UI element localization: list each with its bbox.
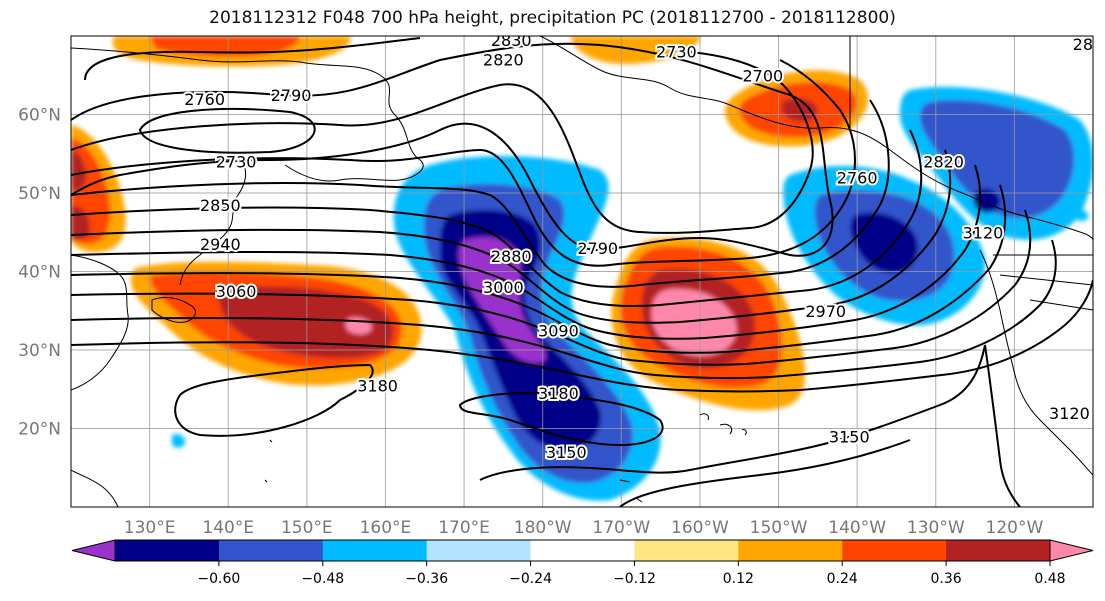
contour-label: 2970 <box>805 302 846 321</box>
positive-anomaly-top <box>112 36 700 67</box>
map-frame <box>70 35 1094 508</box>
contour-label: 2880 <box>491 247 532 266</box>
contour-label: 2730 <box>656 43 697 62</box>
colorbar-bin <box>322 540 428 561</box>
latitude-labels: 60°N 50°N 40°N 30°N 20°N <box>18 106 61 440</box>
contour-label: 3060 <box>216 282 257 301</box>
colorbar-bin <box>426 540 532 561</box>
contour-label: 3180 <box>357 376 398 395</box>
longitude-label: 150°W <box>750 518 808 538</box>
colorbar: −0.60 −0.48 −0.36 −0.24 −0.12 0.12 0.24 0.36 0.4… <box>71 539 1094 587</box>
contour-label: 2760 <box>837 168 878 187</box>
height-contours <box>71 37 1093 507</box>
latitude-label: 40°N <box>18 263 61 283</box>
colorbar-extend-max <box>1049 539 1094 562</box>
latitude-label: 60°N <box>18 106 61 126</box>
latitude-label: 30°N <box>18 341 61 361</box>
longitude-labels: 130°E 140°E 150°E 160°E 170°E 180°W 170°W 160°W… <box>124 518 1044 538</box>
longitude-label: 180°W <box>514 518 572 538</box>
colorbar-tick-label: 0.24 <box>827 571 858 587</box>
colorbar-tick-label: 0.12 <box>723 571 754 587</box>
colorbar-bin <box>946 540 1051 561</box>
graticule <box>71 36 1093 507</box>
longitude-label: 170°W <box>592 518 650 538</box>
longitude-label: 120°W <box>986 518 1044 538</box>
contour-label: 2830 <box>491 31 532 50</box>
longitude-label: 140°W <box>828 518 886 538</box>
contour-label: 2790 <box>577 239 618 258</box>
contour-label: 3120 <box>1049 404 1090 423</box>
colorbar-frame <box>114 539 1051 562</box>
contour-label: 2820 <box>483 51 524 70</box>
colorbar-bin <box>634 540 739 561</box>
contour-label: 2820 <box>923 153 964 172</box>
colorbar-tick-label: −0.24 <box>509 571 552 587</box>
contour-label: 3150 <box>546 443 587 462</box>
longitude-label: 140°E <box>202 518 254 538</box>
longitude-label: 130°W <box>907 518 965 538</box>
contour-label: 2940 <box>200 235 241 254</box>
contour-label: 3090 <box>538 321 579 340</box>
contour-label: 2790 <box>271 86 312 105</box>
contour-label: 2760 <box>184 90 225 109</box>
contour-label: 3000 <box>483 278 524 297</box>
contour-label: 2730 <box>216 153 257 172</box>
longitude-label: 170°E <box>438 518 490 538</box>
contour-label: 2700 <box>742 66 783 85</box>
colorbar-bin <box>738 540 843 561</box>
negative-anomaly-east <box>783 86 1093 326</box>
colorbar-tick-label: −0.60 <box>197 571 240 587</box>
negative-anomaly-small <box>172 209 1089 448</box>
negative-anomaly-central <box>393 155 661 501</box>
latitude-label: 50°N <box>18 184 61 204</box>
longitude-label: 160°W <box>671 518 729 538</box>
contour-label: 3120 <box>963 223 1004 242</box>
colorbar-bin <box>218 540 324 561</box>
longitude-label: 150°E <box>281 518 333 538</box>
longitude-label: 130°E <box>124 518 176 538</box>
positive-anomaly-japan <box>130 261 422 386</box>
contour-label: 2820 <box>1073 35 1105 54</box>
colorbar-tick-label: 0.36 <box>931 571 962 587</box>
colorbar-extend-min <box>71 539 116 562</box>
colorbar-tick-label: −0.12 <box>613 571 656 587</box>
colorbar-tick-label: 0.48 <box>1034 571 1065 587</box>
map-title: 2018112312 F048 700 hPa height, precipit… <box>209 8 896 28</box>
contour-label: 3180 <box>538 384 579 403</box>
colorbar-bin <box>115 540 220 561</box>
longitude-label: 160°E <box>360 518 412 538</box>
colorbar-tick-label: −0.36 <box>405 571 448 587</box>
latitude-label: 20°N <box>18 420 61 440</box>
coastlines <box>71 36 1093 507</box>
contour-label: 3150 <box>829 427 870 446</box>
colorbar-bin <box>530 540 635 561</box>
contour-label: 2850 <box>200 196 241 215</box>
colorbar-bin <box>842 540 947 561</box>
colorbar-tick-label: −0.48 <box>301 571 344 587</box>
